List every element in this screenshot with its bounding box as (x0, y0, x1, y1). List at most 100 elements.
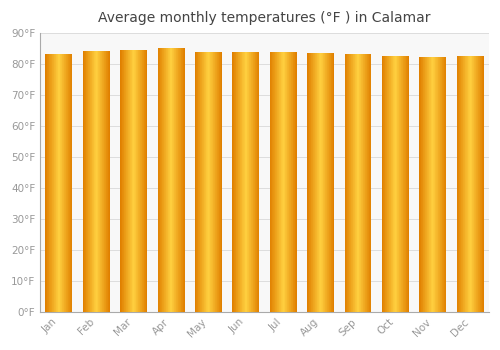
Bar (431, 57, 432, 312)
Bar (160, 48, 161, 312)
Bar (279, 52, 280, 312)
Bar (211, 52, 212, 312)
Bar (398, 56, 399, 312)
Bar (290, 52, 292, 312)
Bar (183, 48, 184, 312)
Bar (404, 56, 405, 312)
Bar (215, 52, 216, 312)
Bar (402, 56, 403, 312)
Bar (441, 57, 442, 312)
Bar (177, 48, 178, 312)
Bar (477, 56, 478, 312)
Bar (442, 57, 443, 312)
Bar (320, 53, 322, 312)
Bar (436, 57, 437, 312)
Bar (469, 56, 470, 312)
Bar (430, 57, 431, 312)
Bar (333, 53, 334, 312)
Bar (54, 54, 55, 312)
Bar (281, 52, 282, 312)
Bar (407, 56, 408, 312)
Bar (307, 53, 308, 312)
Bar (330, 53, 332, 312)
Bar (87, 51, 88, 312)
Bar (382, 56, 384, 312)
Bar (47, 54, 48, 312)
Bar (127, 50, 128, 312)
Bar (144, 50, 145, 312)
Bar (128, 50, 129, 312)
Bar (277, 52, 278, 312)
Bar (51, 54, 52, 312)
Bar (102, 51, 103, 312)
Bar (164, 48, 165, 312)
Bar (201, 52, 202, 312)
Bar (403, 56, 404, 312)
Bar (97, 51, 98, 312)
Bar (482, 56, 483, 312)
Bar (344, 54, 345, 312)
Bar (256, 52, 258, 312)
Bar (158, 48, 159, 312)
Bar (212, 52, 213, 312)
Bar (434, 57, 435, 312)
Bar (53, 54, 54, 312)
Bar (109, 51, 110, 312)
Bar (103, 51, 104, 312)
Bar (70, 54, 71, 312)
Bar (483, 56, 484, 312)
Bar (181, 48, 182, 312)
Bar (251, 52, 252, 312)
Bar (438, 57, 439, 312)
Bar (292, 52, 294, 312)
Bar (220, 52, 222, 312)
Bar (196, 52, 197, 312)
Bar (352, 54, 354, 312)
Bar (470, 56, 471, 312)
Bar (235, 52, 236, 312)
Bar (461, 56, 462, 312)
Bar (213, 52, 214, 312)
Bar (356, 54, 358, 312)
Bar (435, 57, 436, 312)
Bar (175, 48, 176, 312)
Bar (308, 53, 309, 312)
Bar (250, 52, 251, 312)
Bar (310, 53, 311, 312)
Bar (106, 51, 107, 312)
Bar (143, 50, 144, 312)
Bar (243, 52, 244, 312)
Bar (426, 57, 428, 312)
Bar (209, 52, 210, 312)
Bar (133, 50, 134, 312)
Bar (318, 53, 320, 312)
Bar (358, 54, 360, 312)
Bar (408, 56, 409, 312)
Bar (280, 52, 281, 312)
Bar (91, 51, 92, 312)
Bar (218, 52, 219, 312)
Bar (283, 52, 284, 312)
Bar (83, 51, 84, 312)
Bar (199, 52, 200, 312)
Bar (216, 52, 217, 312)
Bar (92, 51, 93, 312)
Bar (309, 53, 310, 312)
Bar (348, 54, 350, 312)
Bar (345, 54, 346, 312)
Bar (237, 52, 238, 312)
Bar (180, 48, 181, 312)
Bar (232, 52, 233, 312)
Bar (138, 50, 139, 312)
Bar (316, 53, 318, 312)
Bar (61, 54, 62, 312)
Bar (326, 53, 328, 312)
Bar (46, 54, 47, 312)
Bar (124, 50, 125, 312)
Bar (126, 50, 127, 312)
Bar (314, 53, 316, 312)
Bar (270, 52, 271, 312)
Bar (346, 54, 348, 312)
Bar (178, 48, 179, 312)
Bar (248, 52, 249, 312)
